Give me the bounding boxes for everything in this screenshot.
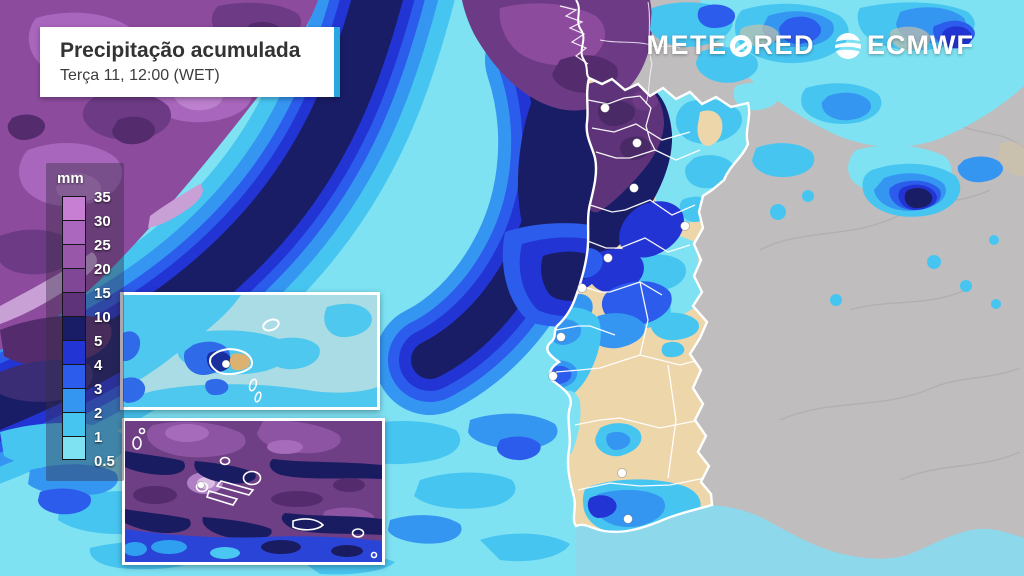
madeira-island-outlines — [208, 318, 280, 403]
legend-tick: 20 — [94, 261, 111, 278]
legend-cell — [62, 220, 86, 244]
legend-tick: 0.5 — [94, 453, 115, 470]
legend-cell — [62, 268, 86, 292]
city-marker — [577, 283, 587, 293]
title-box: Precipitação acumulada Terça 11, 12:00 (… — [40, 27, 340, 97]
city-markers — [548, 103, 690, 524]
azores-city-marker — [197, 481, 205, 489]
meteored-o-icon — [729, 34, 752, 57]
sea-region — [576, 505, 1024, 576]
madeira-city-marker — [221, 359, 231, 369]
legend-tick: 5 — [94, 333, 103, 350]
city-marker — [617, 468, 627, 478]
legend-cell — [62, 196, 86, 220]
legend-tick: 30 — [94, 213, 111, 230]
ecmwf-logo: ECMWF — [833, 30, 974, 61]
city-marker — [556, 332, 566, 342]
legend-tick: 4 — [94, 357, 103, 374]
azores-island-outlines — [132, 427, 378, 559]
valid-time-label: Terça 11, 12:00 (WET) — [60, 67, 220, 84]
legend-tick: 2 — [94, 405, 103, 422]
legend-cell — [62, 436, 86, 460]
blue-ocean-blobs — [28, 413, 558, 544]
legend-cell — [62, 412, 86, 436]
meteored-text-left: METE — [646, 30, 728, 60]
brand-bar: METE RED ECMWF — [646, 30, 974, 61]
navy-offshore-blob — [517, 68, 600, 273]
boundaries — [546, 0, 751, 534]
madeira-inset-map — [123, 295, 377, 407]
madeira-inset — [120, 292, 380, 410]
azores-dark-purple-spots — [133, 478, 365, 507]
city-marker — [548, 371, 558, 381]
legend-tick: 15 — [94, 285, 111, 302]
ecmwf-text: ECMWF — [867, 30, 974, 60]
legend-tick: 25 — [94, 237, 111, 254]
legend-tick: 1 — [94, 429, 103, 446]
meteored-logo: METE RED — [646, 30, 815, 61]
azores-lighter-spots — [165, 424, 303, 454]
legend-color-bar — [62, 196, 86, 460]
madeira-dry-east — [229, 353, 251, 371]
city-marker — [629, 183, 639, 193]
legend-cell — [62, 340, 86, 364]
azores-inset-map — [125, 421, 382, 562]
city-marker — [680, 221, 690, 231]
azores-royal-band — [125, 529, 382, 562]
legend-cell — [62, 292, 86, 316]
legend-tick: 10 — [94, 309, 111, 326]
city-marker — [600, 103, 610, 113]
ecmwf-globe-icon — [835, 32, 862, 59]
azores-bottom-blobs — [125, 540, 363, 559]
legend-tick: 35 — [94, 189, 111, 206]
city-marker — [623, 514, 633, 524]
precip-legend: mm 35 30 25 20 15 10 5 4 3 2 1 0.5 — [46, 163, 124, 481]
city-marker — [603, 253, 613, 263]
legend-cell — [62, 316, 86, 340]
legend-cell — [62, 364, 86, 388]
azores-inset — [122, 418, 385, 565]
spain-precip-blobs — [650, 0, 1024, 309]
legend-tick: 3 — [94, 381, 103, 398]
title-accent-stripe — [334, 27, 340, 97]
page-title: Precipitação acumulada — [60, 39, 301, 62]
legend-cell — [62, 244, 86, 268]
legend-cell — [62, 388, 86, 412]
meteored-text-right: RED — [753, 30, 816, 60]
city-marker — [632, 138, 642, 148]
legend-unit-label: mm — [57, 170, 84, 187]
